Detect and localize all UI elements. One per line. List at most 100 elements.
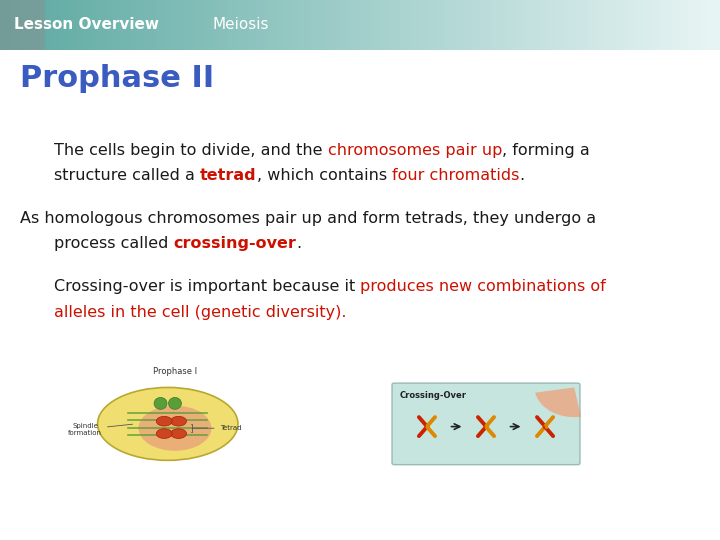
Bar [666, 0, 670, 50]
Bar [140, 0, 145, 50]
Bar [572, 0, 577, 50]
Bar [299, 0, 303, 50]
Bar [432, 0, 436, 50]
Bar [662, 0, 667, 50]
Bar [270, 0, 274, 50]
Bar [11, 0, 15, 50]
Bar [641, 0, 645, 50]
Bar [72, 0, 76, 50]
Bar [378, 0, 382, 50]
Bar [436, 0, 440, 50]
Bar [540, 0, 544, 50]
Bar [346, 0, 350, 50]
Bar [176, 0, 181, 50]
Bar [65, 0, 69, 50]
Bar [450, 0, 454, 50]
Bar [209, 0, 213, 50]
Bar [382, 0, 386, 50]
Bar [569, 0, 573, 50]
Bar [493, 0, 498, 50]
Bar [50, 0, 55, 50]
Bar [695, 0, 699, 50]
Bar [691, 0, 696, 50]
Bar [320, 0, 325, 50]
Bar [446, 0, 451, 50]
Ellipse shape [171, 416, 186, 426]
Ellipse shape [98, 388, 238, 460]
Bar [396, 0, 400, 50]
Bar [223, 0, 228, 50]
Bar [407, 0, 411, 50]
Bar [4, 0, 8, 50]
Text: Prophase II: Prophase II [20, 64, 215, 93]
Bar [194, 0, 199, 50]
Bar [137, 0, 141, 50]
Bar [79, 0, 84, 50]
Bar [216, 0, 220, 50]
Bar [508, 0, 512, 50]
Bar [0, 0, 4, 50]
Bar [202, 0, 206, 50]
Bar [601, 0, 606, 50]
Bar [25, 0, 30, 50]
Ellipse shape [156, 416, 172, 426]
Bar [151, 0, 156, 50]
Bar [277, 0, 282, 50]
Bar [558, 0, 562, 50]
Text: tetrad: tetrad [200, 168, 256, 184]
Bar [155, 0, 159, 50]
Bar [104, 0, 109, 50]
Text: Lesson Overview: Lesson Overview [14, 17, 159, 32]
Text: .: . [297, 236, 302, 251]
Bar [698, 0, 703, 50]
Bar [443, 0, 447, 50]
Bar [14, 0, 19, 50]
Bar [706, 0, 710, 50]
Bar [655, 0, 660, 50]
Bar [234, 0, 238, 50]
Bar [504, 0, 508, 50]
Bar [680, 0, 685, 50]
Text: Crossing-Over: Crossing-Over [400, 391, 467, 400]
Bar [40, 0, 44, 50]
Bar [302, 0, 307, 50]
Bar [454, 0, 458, 50]
Bar [418, 0, 422, 50]
Bar [392, 0, 397, 50]
Text: produces new combinations of: produces new combinations of [361, 279, 606, 294]
Bar [248, 0, 253, 50]
Bar [414, 0, 418, 50]
Bar [220, 0, 224, 50]
Bar [457, 0, 462, 50]
Bar [306, 0, 310, 50]
Bar [162, 0, 166, 50]
Bar [673, 0, 678, 50]
Bar [598, 0, 602, 50]
Bar [238, 0, 242, 50]
Bar [68, 0, 73, 50]
Ellipse shape [168, 397, 181, 409]
Bar [515, 0, 519, 50]
FancyBboxPatch shape [392, 383, 580, 464]
Bar [144, 0, 148, 50]
Text: alleles in the cell (genetic diversity).: alleles in the cell (genetic diversity). [54, 305, 346, 320]
Bar [259, 0, 264, 50]
Bar [425, 0, 429, 50]
Bar [648, 0, 652, 50]
Bar [353, 0, 357, 50]
Bar [292, 0, 296, 50]
Bar [551, 0, 555, 50]
Bar [245, 0, 249, 50]
Bar [713, 0, 717, 50]
Bar [0, 0, 45, 50]
Bar [612, 0, 616, 50]
Bar [702, 0, 706, 50]
Bar [684, 0, 688, 50]
Bar [252, 0, 256, 50]
Bar [547, 0, 552, 50]
Text: four chromatids: four chromatids [392, 168, 519, 184]
Text: .: . [519, 168, 524, 184]
Bar [461, 0, 465, 50]
Bar [230, 0, 235, 50]
Bar [36, 0, 40, 50]
